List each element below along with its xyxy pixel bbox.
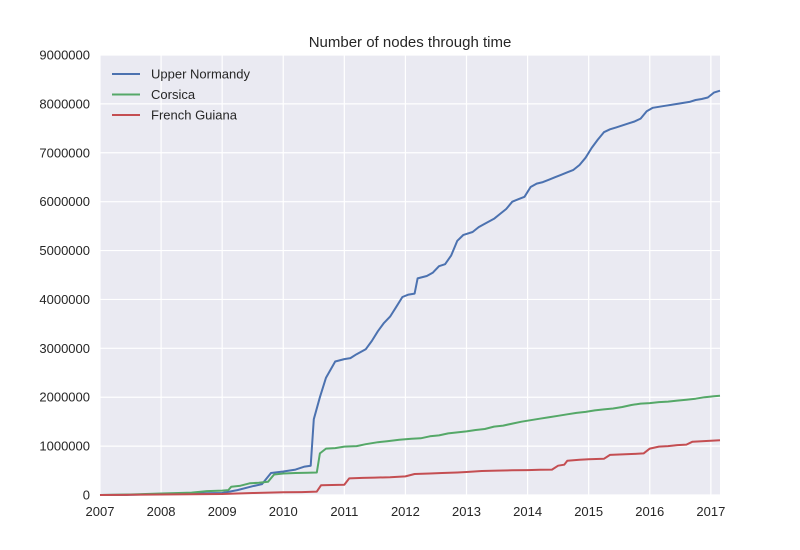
y-tick-label: 3000000 [39,341,90,356]
y-tick-labels: 0 1000000 2000000 3000000 4000000 5000000 6000… [39,48,90,503]
x-tick-label: 2009 [208,504,237,519]
grid-lines [99,54,720,496]
x-tick-label: 2007 [86,504,115,519]
y-tick-label: 1000000 [39,439,90,454]
legend: Upper Normandy Corsica French Guiana [112,67,250,123]
x-tick-label: 2016 [635,504,664,519]
legend-label: French Guiana [151,108,238,123]
x-tick-label: 2008 [147,504,176,519]
y-tick-label: 8000000 [39,96,90,111]
plot-background [100,55,720,495]
y-tick-label: 0 [83,488,90,503]
x-tick-label: 2017 [696,504,725,519]
x-tick-label: 2013 [452,504,481,519]
series-line-2 [99,439,721,496]
y-tick-label: 5000000 [39,243,90,258]
x-tick-label: 2012 [391,504,420,519]
legend-label: Upper Normandy [151,67,250,82]
y-tick-label: 4000000 [39,292,90,307]
y-tick-label: 9000000 [39,48,90,63]
legend-label: Corsica [151,87,196,102]
x-tick-labels: 2007 2008 2009 2010 2011 2012 2013 2014 2015 2016… [86,504,726,519]
series-line-0 [99,89,721,496]
x-tick-label: 2011 [330,504,358,519]
x-tick-label: 2015 [574,504,603,519]
y-tick-label: 7000000 [39,145,90,160]
x-tick-label: 2010 [269,504,298,519]
chart-title: Number of nodes through time [309,34,512,51]
series-lines [99,89,721,496]
x-tick-label: 2014 [513,504,542,519]
y-tick-label: 6000000 [39,194,90,209]
series-line-1 [99,394,721,496]
y-tick-label: 2000000 [39,390,90,405]
